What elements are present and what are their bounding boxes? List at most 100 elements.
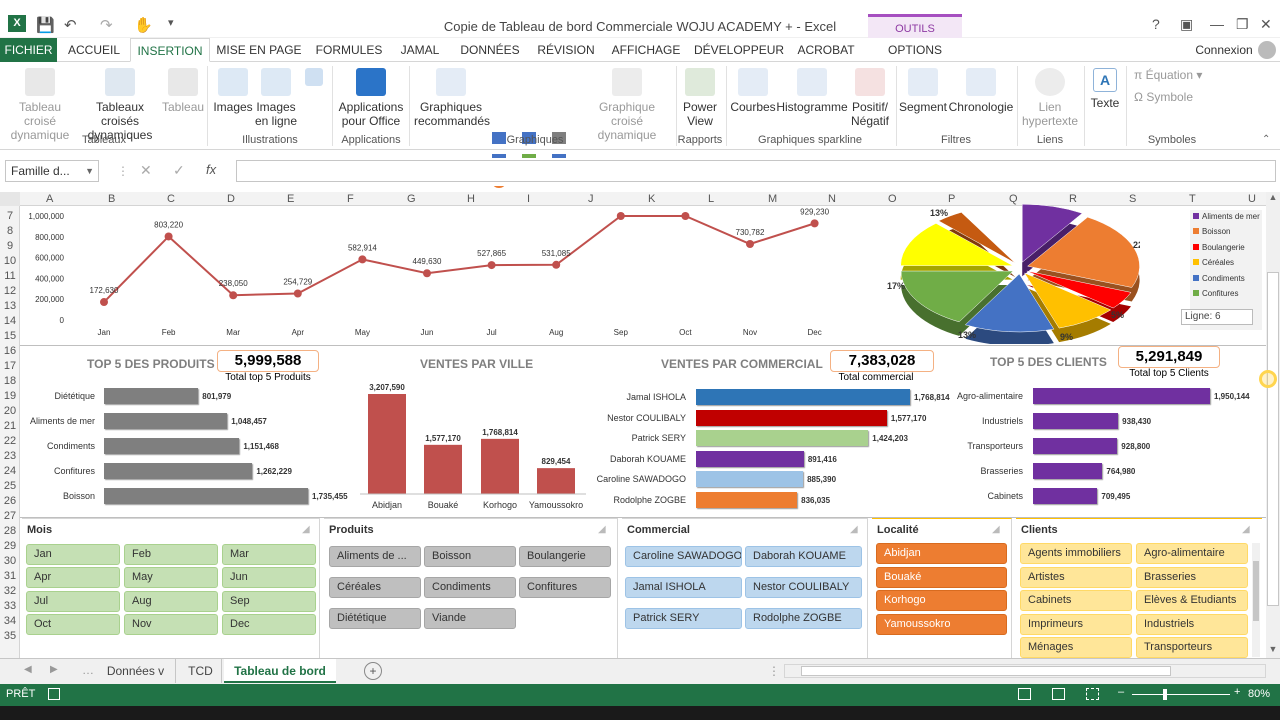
slicer-scroll-thumb[interactable] [1253, 561, 1259, 621]
slicer-item[interactable]: Viande [424, 608, 516, 629]
macro-record-icon[interactable] [48, 688, 60, 700]
slicer-item[interactable]: Diététique [329, 608, 421, 629]
column-header[interactable]: E [287, 193, 295, 205]
bar[interactable] [1033, 488, 1098, 504]
row-header[interactable]: 20 [3, 405, 17, 417]
pie-slice[interactable] [938, 212, 1016, 264]
row-header[interactable]: 18 [3, 375, 17, 387]
column-header[interactable]: G [407, 193, 416, 205]
bar[interactable] [696, 389, 910, 405]
bar[interactable] [696, 471, 804, 488]
slicer-item[interactable]: Abidjan [876, 543, 1007, 564]
normal-view-icon[interactable] [1018, 688, 1031, 700]
column-header[interactable]: K [648, 193, 656, 205]
row-header[interactable]: 22 [3, 435, 17, 447]
slicer-item[interactable]: Jun [222, 567, 316, 589]
pie-slice[interactable] [1023, 272, 1112, 329]
bar[interactable] [368, 394, 406, 494]
column-header[interactable]: R [1069, 193, 1077, 205]
slicer-item[interactable]: Bouaké [876, 566, 1007, 588]
slicer-item[interactable]: Jamal ISHOLA [625, 577, 742, 598]
zoom-slider-handle[interactable] [1163, 689, 1167, 700]
row-header[interactable]: 32 [3, 585, 17, 597]
column-header[interactable]: A [46, 193, 54, 205]
pie-slice[interactable] [964, 273, 1055, 333]
column-header[interactable]: J [588, 193, 594, 205]
slicer-item[interactable]: Ménages [1020, 637, 1132, 658]
row-header[interactable]: 33 [3, 600, 17, 612]
column-chart-icon[interactable] [492, 132, 506, 144]
more-sheets-icon[interactable]: … [82, 663, 94, 677]
select-all-corner[interactable] [0, 192, 20, 206]
bar[interactable] [104, 413, 228, 429]
customize-quick-access-icon[interactable]: ▾ [168, 17, 174, 29]
zoom-in-icon[interactable]: + [1234, 686, 1241, 698]
bar[interactable] [104, 488, 308, 504]
row-header[interactable]: 34 [3, 615, 17, 627]
tab-donnees[interactable]: DONNÉES [460, 43, 520, 57]
pie-slice[interactable] [1021, 204, 1083, 263]
column-header[interactable]: H [467, 193, 475, 205]
slicer-scrollbar[interactable] [1252, 543, 1260, 657]
avatar[interactable] [1258, 41, 1276, 59]
slicer-item[interactable]: Aug [124, 590, 218, 612]
row-header[interactable]: 25 [3, 480, 17, 492]
slicer-item[interactable]: May [124, 567, 218, 589]
slicer-item[interactable]: Confitures [519, 577, 611, 598]
slicer-item[interactable]: Agro-alimentaire [1136, 543, 1248, 564]
slicer-item[interactable]: Transporteurs [1136, 637, 1248, 658]
bar[interactable] [104, 438, 240, 454]
line-point[interactable] [616, 212, 625, 220]
insert-function-button[interactable]: fx [206, 162, 217, 177]
row-header[interactable]: 13 [3, 300, 17, 312]
pie-slice[interactable] [1027, 216, 1140, 288]
slicer-item[interactable]: Brasseries [1136, 566, 1248, 588]
signin-link[interactable]: Connexion [1195, 43, 1253, 57]
undo-icon[interactable]: ↶ [64, 17, 77, 34]
column-header[interactable]: P [948, 193, 956, 205]
line-point[interactable] [358, 255, 367, 264]
row-header[interactable]: 29 [3, 540, 17, 552]
slicer-item[interactable]: Industriels [1136, 613, 1248, 635]
vertical-scroll-thumb[interactable] [1267, 272, 1279, 606]
images-button[interactable]: Images [212, 68, 254, 114]
column-header[interactable]: U [1248, 193, 1256, 205]
restore-icon[interactable]: ❐ [1236, 16, 1249, 32]
slicer-item[interactable]: Jan [26, 544, 120, 565]
bar[interactable] [104, 463, 253, 479]
tab-acrobat[interactable]: ACROBAT [797, 43, 855, 57]
page-layout-view-icon[interactable] [1052, 688, 1065, 700]
bar[interactable] [696, 450, 804, 467]
bar[interactable] [481, 438, 519, 494]
bar[interactable] [1033, 463, 1103, 479]
pivot-chart-button[interactable]: Graphique croisé dynamique [584, 68, 670, 142]
row-header[interactable]: 11 [4, 270, 16, 282]
bar[interactable] [104, 388, 199, 404]
page-break-view-icon[interactable] [1086, 688, 1099, 700]
slicer-item[interactable]: Boisson [424, 546, 516, 567]
zoom-out-icon[interactable]: – [1118, 686, 1125, 698]
office-apps-button[interactable]: Applications pour Office [336, 68, 406, 128]
slicer-item[interactable]: Agents immobiliers [1020, 543, 1132, 564]
column-header[interactable]: Q [1009, 193, 1018, 205]
shapes-button[interactable] [300, 68, 328, 90]
formula-input[interactable] [236, 160, 1276, 182]
equation-button[interactable]: π Équation ▾ [1134, 68, 1203, 82]
sparkline-line-button[interactable]: Courbes [730, 68, 776, 114]
slicer-item[interactable]: Boulangerie [519, 546, 611, 567]
row-header[interactable]: 9 [6, 240, 14, 252]
slicer-item[interactable]: Imprimeurs [1020, 613, 1132, 635]
tab-insertion[interactable]: INSERTION [130, 38, 210, 62]
slicer-item[interactable]: Céréales [329, 577, 421, 598]
slicer-item[interactable]: Rodolphe ZOGBE [745, 608, 862, 629]
column-header[interactable]: L [708, 193, 715, 205]
row-header[interactable]: 15 [3, 330, 17, 342]
sheet-tab-tcd[interactable]: TCD [180, 659, 222, 683]
row-header[interactable]: 35 [3, 630, 17, 642]
slicer-item[interactable]: Nestor COULIBALY [745, 577, 862, 598]
line-point[interactable] [100, 298, 108, 307]
tab-formules[interactable]: FORMULES [315, 43, 383, 57]
row-header[interactable]: 16 [3, 345, 17, 357]
slicer-item[interactable]: Condiments [424, 577, 516, 598]
column-header[interactable]: O [888, 193, 897, 205]
